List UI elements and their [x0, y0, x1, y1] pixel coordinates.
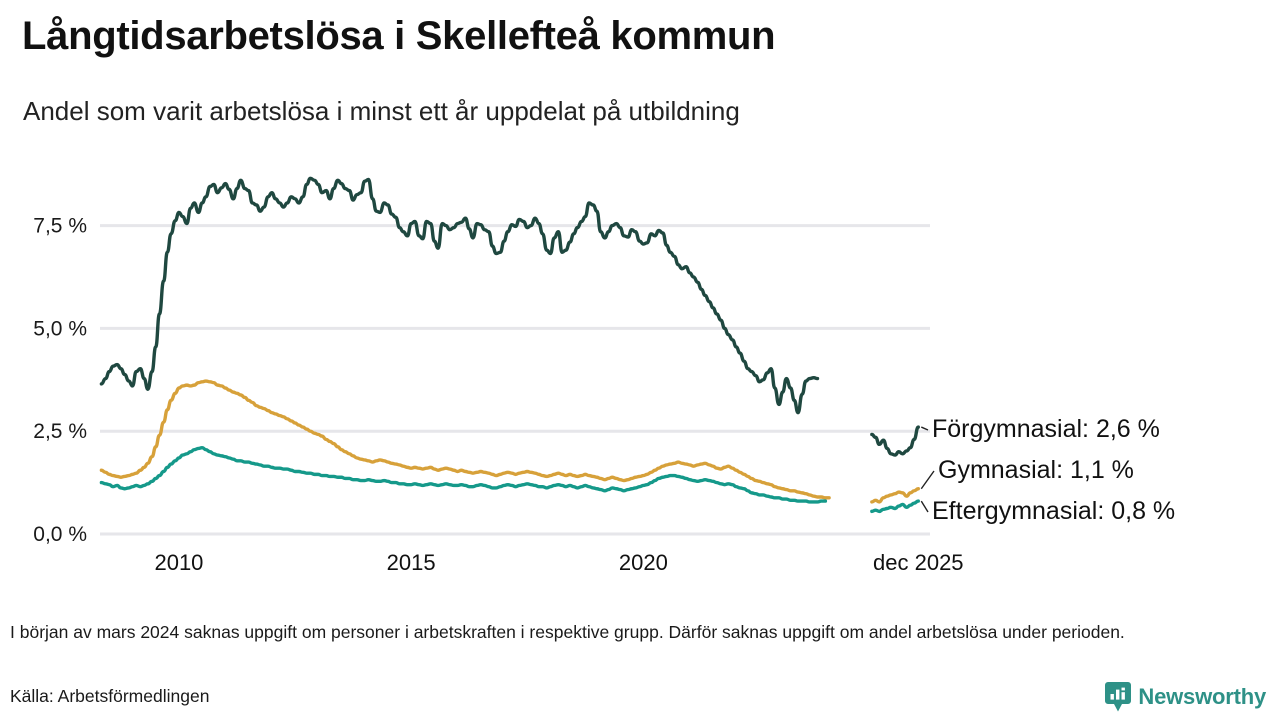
series-label: Eftergymnasial: 0,8 %: [932, 497, 1175, 525]
chart-footnote: I början av mars 2024 saknas uppgift om …: [10, 622, 1125, 642]
y-tick-label: 0,0 %: [33, 523, 87, 546]
x-axis-ticks: 2010 2015 2020 dec 2025: [154, 550, 963, 575]
series-label: Förgymnasial: 2,6 %: [932, 415, 1160, 443]
x-tick-label: 2020: [619, 550, 668, 575]
newsworthy-logo[interactable]: Newsworthy: [1105, 682, 1266, 712]
series-line: [99, 445, 828, 504]
label-leader-line: [920, 470, 935, 490]
line-chart: 0,0 % 2,5 % 5,0 % 7,5 % 2010 2015 2020 dec 202…: [33, 176, 1175, 575]
y-tick-label: 5,0 %: [33, 317, 87, 340]
label-leader-line: [920, 500, 929, 513]
y-axis-ticks: 0,0 % 2,5 % 5,0 % 7,5 %: [33, 215, 87, 546]
page-title: Långtidsarbetslösa i Skellefteå kommun: [22, 14, 776, 58]
series-line: [99, 379, 831, 500]
series-labels: Förgymnasial: 2,6 % Gymnasial: 1,1 % Efter…: [920, 415, 1175, 525]
series-line: [99, 176, 820, 415]
source-credit: Källa: Arbetsförmedlingen: [10, 686, 210, 706]
y-tick-label: 2,5 %: [33, 420, 87, 443]
x-tick-label: 2010: [154, 550, 203, 575]
y-tick-label: 7,5 %: [33, 215, 87, 238]
x-tick-label: dec 2025: [873, 550, 964, 575]
series-line: [870, 487, 920, 504]
logo-wordmark: Newsworthy: [1138, 684, 1266, 709]
label-leader-line: [921, 426, 929, 431]
series-line: [870, 499, 920, 514]
series-lines: [99, 176, 920, 514]
series-line: [870, 425, 920, 457]
series-label: Gymnasial: 1,1 %: [938, 456, 1134, 484]
x-tick-label: 2015: [387, 550, 436, 575]
chart-subtitle: Andel som varit arbetslösa i minst ett å…: [23, 96, 740, 126]
newsworthy-pin-bars-icon: [1105, 682, 1132, 712]
